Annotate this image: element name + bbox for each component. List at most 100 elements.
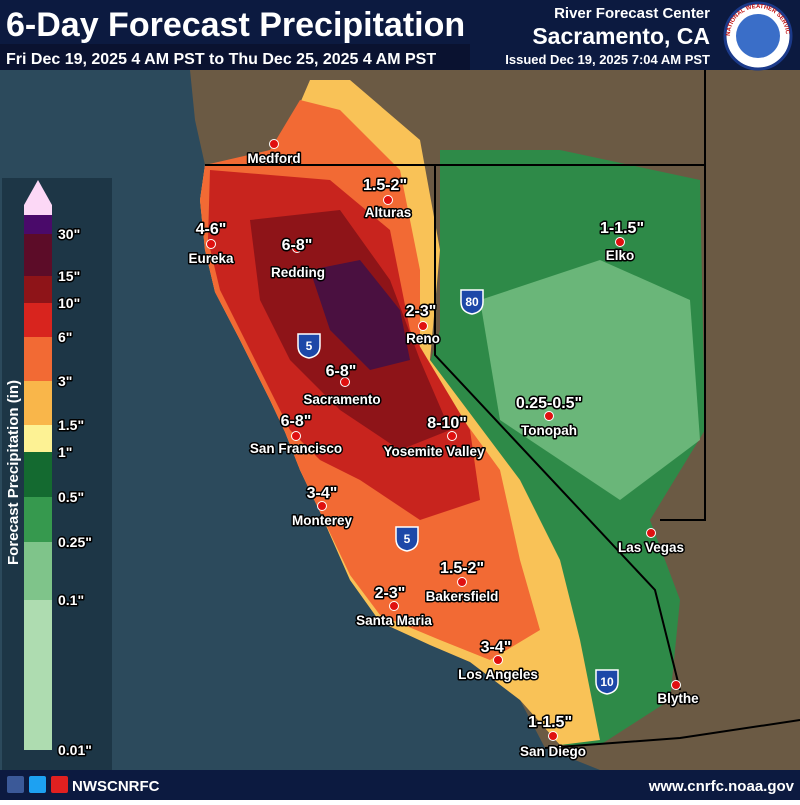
- legend: Forecast Precipitation (in) 30" 15" 10" 6" 3…: [2, 178, 112, 770]
- city-dot: [646, 528, 656, 538]
- precip-amount: 6-8": [281, 413, 312, 430]
- city-dot: [493, 655, 503, 665]
- legend-label: 6": [58, 329, 72, 345]
- interstate-shield: [460, 289, 484, 315]
- legend-label: 1": [58, 444, 72, 460]
- period-bar: [0, 44, 470, 70]
- precip-purple: [310, 260, 410, 370]
- city-dot: [291, 431, 301, 441]
- precip-amount: 2-3": [406, 303, 437, 320]
- legend-swatch: [24, 600, 52, 750]
- city-dot: [383, 195, 393, 205]
- legend-label: 10": [58, 295, 80, 311]
- legend-label: 3": [58, 373, 72, 389]
- precip-amount: 1.5-2": [440, 560, 484, 577]
- precip-amount: 6-8": [326, 363, 357, 380]
- precip-amount: 8-10": [427, 415, 467, 432]
- facebook-icon[interactable]: [7, 776, 24, 793]
- legend-swatch: [24, 542, 52, 600]
- city-dot: [389, 601, 399, 611]
- legend-label: 0.5": [58, 489, 84, 505]
- city-name: Monterey: [292, 513, 353, 528]
- footer-bar: [0, 770, 800, 800]
- city-dot: [457, 577, 467, 587]
- places: Medford Alturas 1.5-2" Eureka 4-6" Redding 6-8…: [187, 139, 701, 761]
- city-name: Yosemite Valley: [383, 444, 485, 459]
- city-name: Blythe: [657, 691, 699, 706]
- youtube-icon[interactable]: [51, 776, 68, 793]
- city-name: Elko: [606, 248, 635, 263]
- location: Sacramento, CA: [532, 23, 710, 49]
- city-dot: [548, 731, 558, 741]
- social-handle: NWSCNRFC: [72, 778, 160, 795]
- precip-amount: 2-3": [375, 585, 406, 602]
- legend-swatch: [24, 497, 52, 542]
- legend-swatch: [24, 234, 52, 276]
- interstate-number: 10: [600, 675, 614, 689]
- precip-amount: 4-6": [196, 221, 227, 238]
- border: [434, 165, 681, 691]
- nws-logo-inner: [736, 14, 780, 58]
- city-name: San Diego: [520, 744, 586, 759]
- legend-label: 30": [58, 226, 80, 242]
- legend-swatch: [24, 452, 52, 497]
- precip-amount: 3-4": [307, 485, 338, 502]
- legend-bg: [2, 178, 112, 770]
- precip-amount: 3-4": [481, 639, 512, 656]
- title: 6-Day Forecast Precipitation: [6, 6, 465, 44]
- city-name: San Francisco: [250, 441, 342, 456]
- city-name: Las Vegas: [618, 540, 684, 555]
- legend-label: 0.01": [58, 742, 92, 758]
- legend-swatch: [24, 381, 52, 425]
- city-dot: [206, 239, 216, 249]
- city-dot: [671, 680, 681, 690]
- office: River Forecast Center: [554, 5, 710, 22]
- city-name: Redding: [271, 265, 325, 280]
- city-dot: [269, 139, 279, 149]
- interstate-number: 5: [404, 532, 411, 546]
- city-name: Medford: [247, 151, 300, 166]
- city-name: Tonopah: [521, 423, 577, 438]
- interstate-number: 80: [465, 295, 479, 309]
- url[interactable]: www.cnrfc.noaa.gov: [648, 778, 795, 795]
- legend-swatch: [24, 425, 52, 452]
- legend-label: 15": [58, 268, 80, 284]
- city-dot: [447, 431, 457, 441]
- state-lines: [205, 70, 800, 749]
- legend-swatch: [24, 215, 52, 234]
- interstate-number: 5: [306, 339, 313, 353]
- city-dot: [292, 243, 302, 253]
- legend-label: 0.1": [58, 592, 84, 608]
- city-name: Alturas: [365, 205, 412, 220]
- city-name: Los Angeles: [458, 667, 538, 682]
- legend-swatch: [24, 337, 52, 381]
- interstate-shield: [395, 526, 419, 552]
- twitter-icon[interactable]: [29, 776, 46, 793]
- legend-label: 1.5": [58, 417, 84, 433]
- city-name: Sacramento: [303, 392, 380, 407]
- city-name: Eureka: [188, 251, 234, 266]
- precip-amount: 0.25-0.5": [516, 395, 582, 412]
- city-dot: [544, 411, 554, 421]
- city-dot: [317, 501, 327, 511]
- issued: Issued Dec 19, 2025 7:04 AM PST: [505, 52, 710, 67]
- city-dot: [340, 377, 350, 387]
- precip-amount: 1-1.5": [528, 714, 572, 731]
- border: [660, 70, 706, 521]
- legend-label: 0.25": [58, 534, 92, 550]
- precip-lightgreen: [480, 260, 700, 500]
- city-name: Santa Maria: [356, 613, 432, 628]
- interstate-shield: [595, 669, 619, 695]
- legend-swatch: [24, 205, 52, 215]
- legend-swatch: [24, 276, 52, 303]
- city-name: Reno: [406, 331, 440, 346]
- precip-amount: 6-8": [282, 237, 313, 254]
- city-dot: [615, 237, 625, 247]
- interstate-shield: [297, 333, 321, 359]
- city-name: Bakersfield: [426, 589, 499, 604]
- border: [544, 719, 800, 749]
- legend-arrow: [24, 180, 52, 205]
- precip-amount: 1-1.5": [600, 220, 644, 237]
